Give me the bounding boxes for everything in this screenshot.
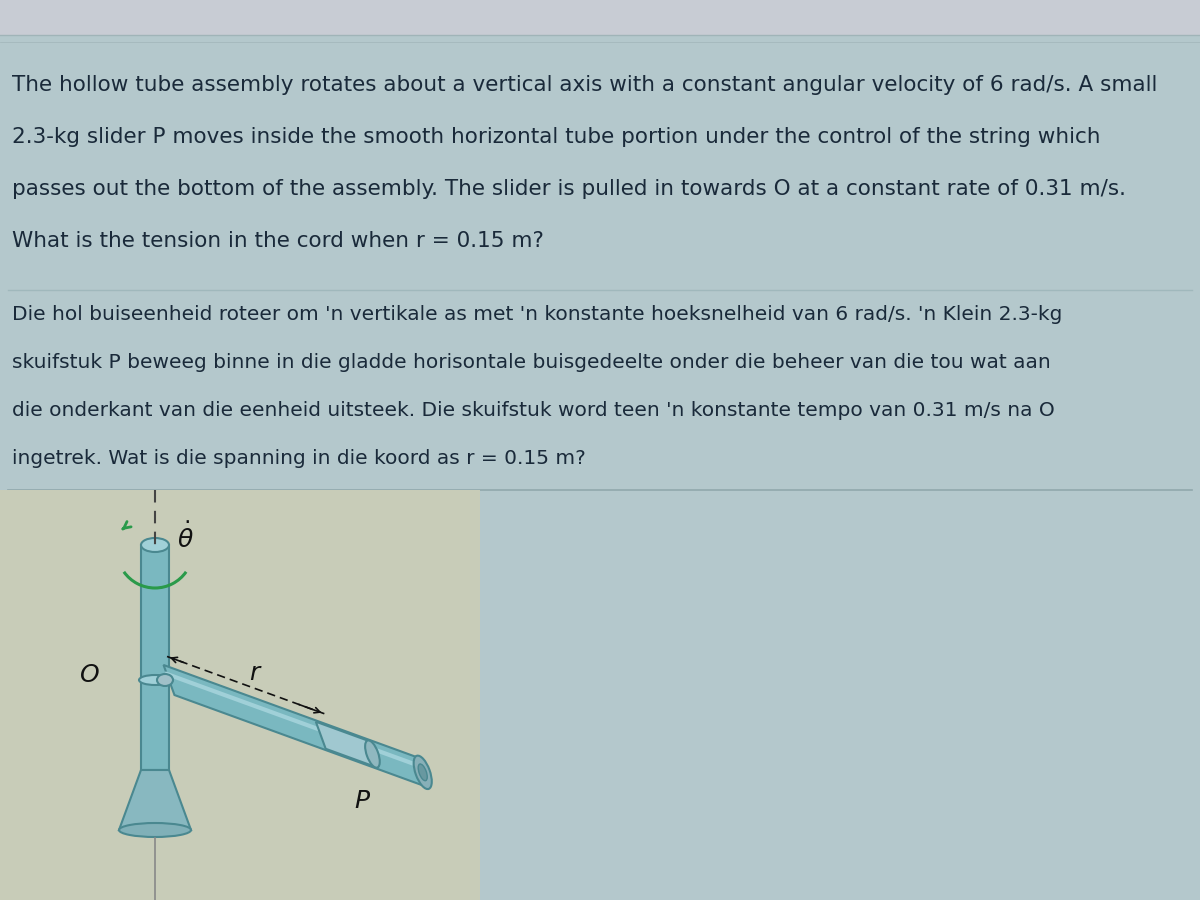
Text: The hollow tube assembly rotates about a vertical axis with a constant angular v: The hollow tube assembly rotates about a… [12, 75, 1157, 95]
Text: passes out the bottom of the assembly. The slider is pulled in towards O at a co: passes out the bottom of the assembly. T… [12, 179, 1126, 199]
Ellipse shape [414, 756, 432, 789]
Polygon shape [316, 722, 377, 768]
Text: skuifstuk P beweeg binne in die gladde horisontale buisgedeelte onder die beheer: skuifstuk P beweeg binne in die gladde h… [12, 353, 1051, 372]
Text: ingetrek. Wat is die spanning in die koord as r = 0.15 m?: ingetrek. Wat is die spanning in die koo… [12, 449, 586, 468]
Ellipse shape [418, 764, 427, 780]
Text: O: O [80, 663, 100, 687]
Text: $r$: $r$ [248, 662, 263, 685]
Text: P: P [354, 789, 370, 813]
Polygon shape [119, 770, 191, 830]
Polygon shape [142, 545, 169, 770]
Ellipse shape [139, 675, 172, 685]
Ellipse shape [119, 823, 191, 837]
Bar [0, 0, 1200, 35]
Text: $\dot{\theta}$: $\dot{\theta}$ [178, 523, 194, 554]
Bar [0, 490, 480, 900]
Ellipse shape [365, 741, 379, 768]
Ellipse shape [157, 674, 173, 686]
Text: Die hol buiseenheid roteer om 'n vertikale as met 'n konstante hoeksnelheid van : Die hol buiseenheid roteer om 'n vertika… [12, 305, 1062, 324]
Text: 2.3-kg slider P moves inside the smooth horizontal tube portion under the contro: 2.3-kg slider P moves inside the smooth … [12, 127, 1100, 147]
Text: die onderkant van die eenheid uitsteek. Die skuifstuk word teen 'n konstante tem: die onderkant van die eenheid uitsteek. … [12, 401, 1055, 420]
Text: What is the tension in the cord when r = 0.15 m?: What is the tension in the cord when r =… [12, 231, 544, 251]
Polygon shape [163, 665, 428, 788]
Ellipse shape [142, 538, 169, 552]
